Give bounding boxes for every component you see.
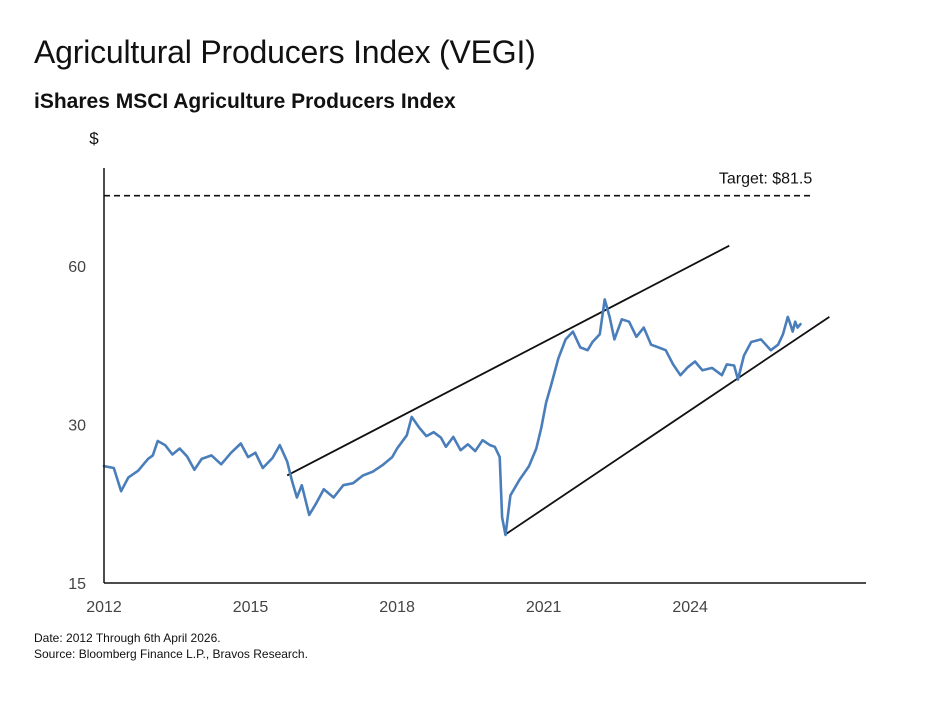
lower-trendline: [504, 316, 830, 536]
y-tick-label: 30: [68, 417, 86, 434]
series-layer: [102, 298, 802, 537]
x-tick-label: 2018: [379, 599, 415, 616]
y-tick-label: 15: [68, 576, 86, 593]
y-tick-label: 60: [68, 259, 86, 276]
chart-subtitle: iShares MSCI Agriculture Producers Index: [34, 90, 456, 113]
y-axis-label: $: [89, 129, 99, 148]
x-tick-label: 2015: [233, 599, 269, 616]
trend-layer: [286, 244, 830, 536]
axis-layer: $15 30 60 2012 2015 2018 2021 2024: [68, 129, 866, 616]
x-tick-label: 2024: [672, 599, 708, 616]
reference-layer: Target: $81.5: [104, 171, 813, 197]
price-series-line: [102, 298, 802, 537]
chart-footer: Date: 2012 Through 6th April 2026. Sourc…: [34, 630, 308, 662]
source-note: Source: Bloomberg Finance L.P., Bravos R…: [34, 647, 308, 661]
x-tick-label: 2012: [86, 599, 122, 616]
chart-title: Agricultural Producers Index (VEGI): [34, 34, 536, 70]
target-label: Target: $81.5: [719, 171, 813, 188]
upper-trendline: [286, 244, 730, 477]
x-tick-label: 2021: [526, 599, 562, 616]
date-note: Date: 2012 Through 6th April 2026.: [34, 631, 221, 645]
